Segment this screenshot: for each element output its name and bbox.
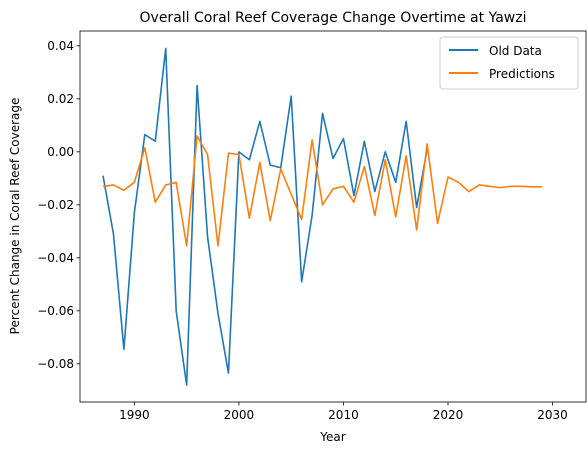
- axes-layer: 1990 2000 2010 2020 2030 −0.08 −0.06 −0.04 −0.02…: [37, 39, 568, 422]
- x-axis-label: Year: [319, 430, 345, 444]
- x-tick-label: 2030: [537, 408, 568, 422]
- plot-area: [80, 31, 586, 402]
- series-layer: [102, 47, 543, 386]
- legend-label-predictions: Predictions: [489, 67, 555, 81]
- y-tick-label: −0.02: [37, 198, 74, 212]
- x-tick-label: 2000: [224, 408, 255, 422]
- y-tick-label: −0.04: [37, 251, 74, 265]
- y-tick-label: 0.00: [47, 145, 74, 159]
- legend: Old Data Predictions: [439, 36, 579, 90]
- x-tick-label: 2020: [433, 408, 464, 422]
- plot-frame: [79, 30, 587, 403]
- x-tick-label: 1990: [119, 408, 150, 422]
- y-tick-label: −0.08: [37, 357, 74, 371]
- chart-title: Overall Coral Reef Coverage Change Overt…: [140, 10, 527, 26]
- y-tick-label: −0.06: [37, 304, 74, 318]
- x-tick-label: 2010: [328, 408, 359, 422]
- y-tick-label: 0.02: [47, 92, 74, 106]
- old-data-line: [102, 47, 428, 386]
- predictions-line: [102, 135, 543, 247]
- y-tick-label: 0.04: [47, 39, 74, 53]
- legend-label-old-data: Old Data: [489, 44, 542, 58]
- y-axis-label: Percent Change in Coral Reef Coverage: [8, 98, 22, 335]
